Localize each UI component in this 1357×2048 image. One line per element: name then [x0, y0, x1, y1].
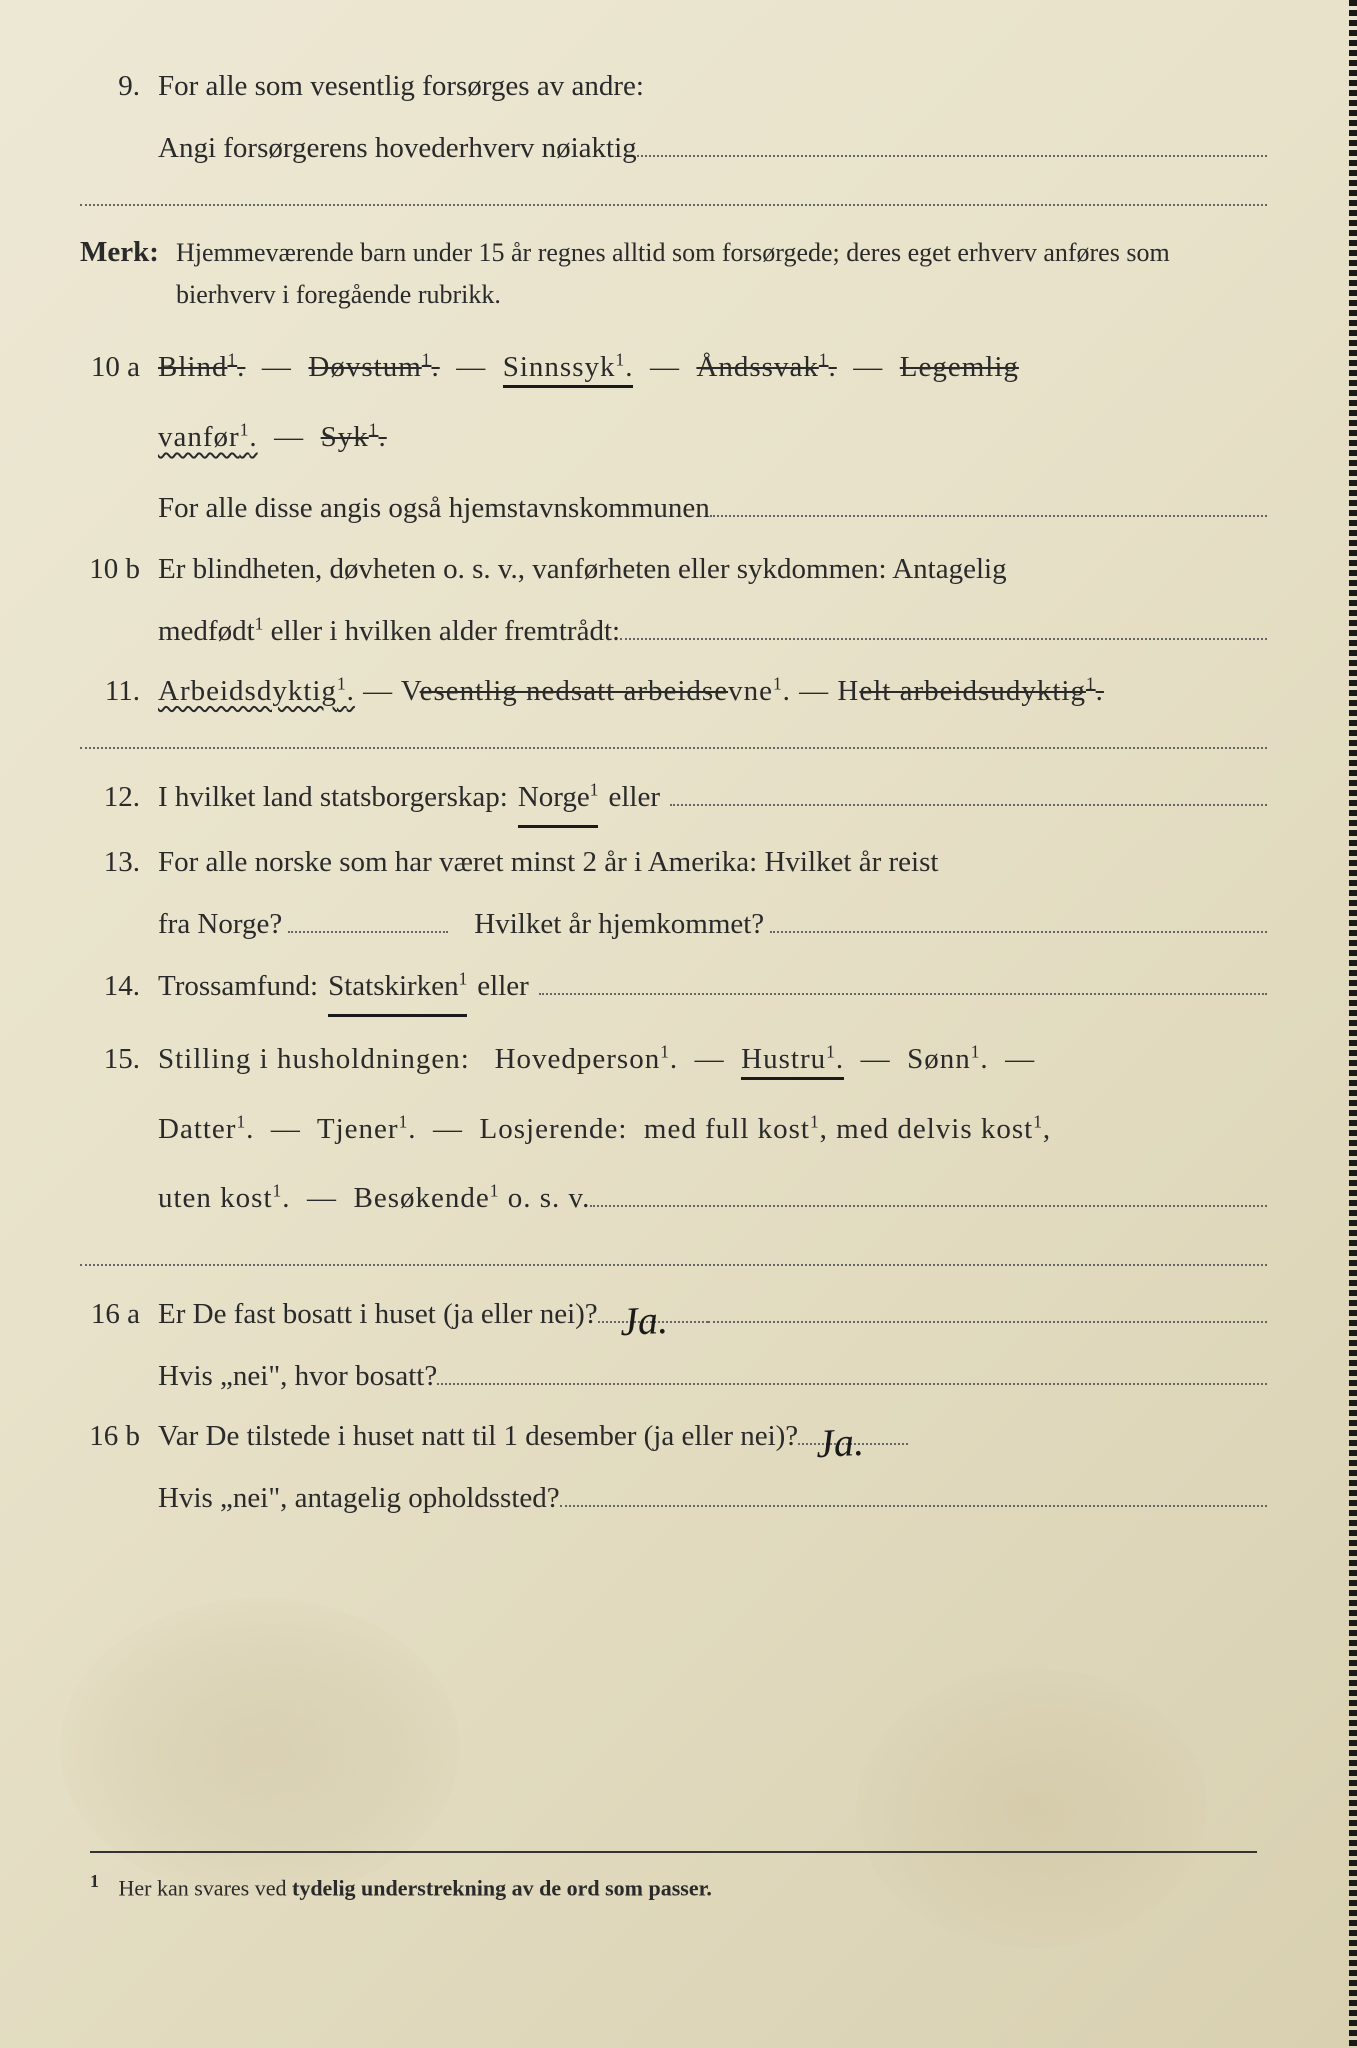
note-merk: Merk: Hjemmeværende barn under 15 år reg…	[80, 226, 1267, 315]
dotted-fill	[670, 769, 1267, 806]
question-10b-line2: medfødt1 eller i hvilken alder fremtrådt…	[80, 603, 1267, 657]
question-number: 11.	[80, 665, 140, 717]
question-text: For alle norske som har været minst 2 år…	[158, 836, 1267, 888]
option-dovstum-struck: Døvstum1.	[308, 351, 439, 383]
question-number: 12.	[80, 771, 140, 823]
footnote: 1 Her kan svares ved tydelig understrekn…	[90, 1851, 1257, 1908]
footnote-number: 1	[90, 1871, 99, 1891]
dotted-fill	[620, 603, 1267, 640]
question-text: Hvis „nei", hvor bosatt?	[158, 1350, 437, 1402]
option-sinnssyk-underlined: Sinnssyk1.	[503, 351, 634, 388]
question-9: 9. For alle som vesentlig forsørges av a…	[80, 60, 1267, 112]
question-number: 10 b	[80, 543, 140, 595]
dotted-fill	[708, 1286, 1267, 1323]
question-text: Trossamfund:	[158, 960, 318, 1012]
question-10a: 10 a Blind1. — Døvstum1. — Sinnssyk1. — …	[80, 333, 1267, 472]
question-14: 14. Trossamfund: Statskirken1 eller	[80, 958, 1267, 1017]
option-legemlig-struck: Legemlig	[900, 351, 1019, 383]
question-text: For alle som vesentlig forsørges av andr…	[158, 60, 1267, 112]
question-16a-line2: Hvis „nei", hvor bosatt?	[80, 1348, 1267, 1402]
option-vanfor-underlined: vanfør1.	[158, 421, 258, 453]
option-sonn: Sønn1.	[907, 1043, 989, 1075]
option-hustru-underlined: Hustru1.	[741, 1043, 844, 1080]
question-10b: 10 b Er blindheten, døvheten o. s. v., v…	[80, 543, 1267, 595]
option-tjener: Tjener1.	[317, 1113, 417, 1145]
question-number: 10 a	[80, 333, 140, 403]
option-blind-struck: Blind1.	[158, 351, 245, 383]
option-helt-udyktig: Helt arbeidsudyktig1.	[837, 675, 1104, 707]
question-text: Er blindheten, døvheten o. s. v., vanfør…	[158, 543, 1267, 595]
question-number: 15.	[80, 1025, 140, 1095]
question-text: Er De fast bosatt i huset (ja eller nei)…	[158, 1288, 598, 1340]
question-number: 13.	[80, 836, 140, 888]
option-syk-struck: Syk1.	[321, 421, 387, 453]
answer-field: Ja.	[598, 1321, 708, 1323]
document-page: 9. For alle som vesentlig forsørges av a…	[0, 0, 1357, 2048]
handwritten-answer: Ja.	[618, 1283, 669, 1357]
question-text: I hvilket land statsborgerskap:	[158, 771, 508, 823]
dotted-fill	[770, 896, 1267, 933]
option-arbeidsdyktig-underlined: Arbeidsdyktig1.	[158, 675, 355, 707]
question-number: 16 b	[80, 1410, 140, 1462]
dotted-fill	[539, 958, 1267, 995]
question-13: 13. For alle norske som har været minst …	[80, 836, 1267, 888]
answer-field: Ja.	[798, 1443, 908, 1445]
question-text: Angi forsørgerens hovederhverv nøiaktig	[158, 122, 637, 174]
question-10a-line2: For alle disse angis også hjemstavnskomm…	[80, 481, 1267, 535]
question-text: For alle disse angis også hjemstavnskomm…	[158, 482, 710, 534]
separator	[80, 1264, 1267, 1266]
option-uten-kost: uten kost1.	[158, 1164, 290, 1234]
question-16b: 16 b Var De tilstede i huset natt til 1 …	[80, 1410, 1267, 1462]
dotted-fill	[710, 481, 1267, 518]
dotted-fill	[560, 1470, 1267, 1507]
option-norge-underlined: Norge1	[518, 771, 599, 828]
question-number: 9.	[80, 60, 140, 112]
option-delvis-kost: med delvis kost1,	[836, 1113, 1051, 1145]
footnote-text: Her kan svares ved	[119, 1875, 293, 1900]
question-16a: 16 a Er De fast bosatt i huset (ja eller…	[80, 1286, 1267, 1340]
handwritten-answer: Ja.	[814, 1406, 865, 1480]
question-15: 15. Stilling i husholdningen: Hovedperso…	[80, 1025, 1267, 1234]
option-datter: Datter1.	[158, 1113, 254, 1145]
question-11: 11. Arbeidsdyktig1. — Vesentlig nedsatt …	[80, 665, 1267, 717]
option-nedsatt: Vesentlig nedsatt arbeidsevne1.	[401, 675, 791, 707]
question-number: 16 a	[80, 1288, 140, 1340]
separator	[80, 204, 1267, 206]
option-andssvak-struck: Åndssvak1.	[696, 351, 836, 383]
dotted-fill	[437, 1348, 1267, 1385]
option-statskirken-underlined: Statskirken1	[328, 960, 467, 1017]
question-number: 14.	[80, 960, 140, 1012]
question-text: Var De tilstede i huset natt til 1 desem…	[158, 1410, 798, 1462]
dotted-fill	[637, 120, 1267, 157]
option-losjerende: Losjerende:	[480, 1113, 628, 1145]
question-16b-line2: Hvis „nei", antagelig opholdssted?	[80, 1470, 1267, 1524]
option-besokende: Besøkende1	[353, 1164, 499, 1234]
question-text: Stilling i husholdningen:	[158, 1043, 470, 1075]
merk-text: Hjemmeværende barn under 15 år regnes al…	[176, 232, 1267, 315]
question-text: Hvis „nei", antagelig opholdssted?	[158, 1472, 560, 1524]
footnote-bold: tydelig understrekning av de ord som pas…	[292, 1875, 712, 1900]
dotted-fill	[590, 1170, 1267, 1207]
question-13-line2: fra Norge? Hvilket år hjemkommet?	[80, 896, 1267, 950]
question-12: 12. I hvilket land statsborgerskap: Norg…	[80, 769, 1267, 828]
question-9-line2: Angi forsørgerens hovederhverv nøiaktig	[80, 120, 1267, 174]
option-full-kost: med full kost1,	[644, 1113, 828, 1145]
option-hovedperson: Hovedperson1.	[495, 1043, 679, 1075]
merk-label: Merk:	[80, 226, 158, 278]
separator	[80, 747, 1267, 749]
dotted-fill	[288, 931, 448, 933]
